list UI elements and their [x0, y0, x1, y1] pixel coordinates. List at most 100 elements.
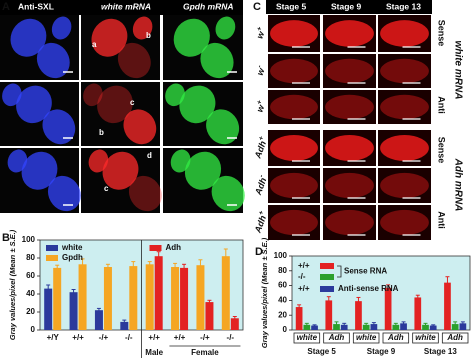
micrograph	[378, 168, 431, 203]
embryo	[380, 20, 429, 47]
bar	[422, 324, 429, 330]
category-box	[412, 332, 439, 344]
bar	[340, 324, 348, 330]
embryo	[270, 135, 318, 161]
legend-swatch	[320, 274, 334, 280]
x-tick-label: +/Y	[47, 333, 60, 342]
bar	[221, 256, 230, 330]
legend-label: white	[61, 243, 83, 252]
bar	[145, 264, 154, 330]
bar	[400, 323, 407, 330]
embryo	[102, 151, 139, 190]
genotype-sup: +	[258, 210, 266, 216]
embryo	[88, 149, 109, 173]
embryo	[42, 109, 76, 145]
annotation: Anti-sense RNA	[338, 284, 399, 293]
bar	[120, 321, 129, 330]
legend-bracket	[337, 265, 342, 278]
probe-label: Anti	[437, 211, 447, 229]
embryo	[117, 42, 151, 79]
bar	[362, 324, 370, 330]
embryo	[83, 83, 103, 107]
genotype-sup: -	[256, 64, 264, 69]
bar	[355, 301, 362, 330]
y-tick-label: 100	[274, 251, 288, 260]
bar	[53, 267, 62, 330]
bar	[325, 300, 333, 330]
y-tick-label: 20	[26, 307, 35, 316]
bar	[459, 323, 467, 330]
bar	[414, 297, 422, 330]
marker-label: c	[130, 98, 135, 107]
embryo	[380, 94, 429, 120]
micrograph	[268, 168, 320, 203]
legend-swatch	[320, 286, 334, 292]
y-tick-label: 60	[26, 271, 35, 280]
header-strip	[266, 0, 432, 14]
x-tick-label: white	[415, 333, 436, 342]
embryo	[200, 42, 234, 79]
column-header: Gpdh mRNA	[183, 1, 234, 11]
column-header: Stage 9	[331, 1, 362, 11]
embryo	[270, 20, 318, 47]
gene-label: white mRNA	[452, 41, 463, 100]
y-tick-label: 100	[22, 235, 36, 244]
row-label: w-	[254, 64, 268, 77]
category-box	[293, 332, 321, 344]
legend-label: Gpdh	[62, 253, 83, 262]
embryo	[380, 172, 429, 199]
x-tick-label: +/+	[148, 333, 160, 342]
embryo	[7, 149, 28, 173]
group-label: Stage 9	[367, 347, 396, 356]
legend-swatch	[320, 263, 334, 269]
embryo	[325, 172, 374, 199]
y-tick-label: 60	[278, 281, 287, 290]
bar	[230, 318, 239, 330]
embryo	[325, 58, 374, 84]
x-tick-label: -/+	[99, 333, 109, 342]
y-tick-label: 40	[278, 296, 287, 305]
gene-label: Adh mRNA	[452, 158, 463, 212]
micrograph	[323, 54, 376, 88]
row-label: w+	[253, 26, 268, 40]
bar	[69, 292, 78, 330]
category-box	[352, 332, 380, 344]
embryo	[91, 18, 128, 57]
bar	[205, 302, 214, 330]
bar	[94, 310, 103, 330]
x-tick-label: -/-	[125, 333, 133, 342]
embryo	[128, 175, 162, 212]
embryo	[325, 94, 374, 120]
embryo	[380, 58, 429, 84]
bar	[392, 324, 400, 330]
group-label: Male	[145, 348, 163, 357]
embryo	[36, 42, 70, 79]
legend-swatch	[46, 255, 58, 261]
bar	[129, 266, 138, 330]
micrograph	[268, 54, 320, 88]
y-tick-label: 20	[278, 310, 287, 319]
group-label: Female	[191, 348, 219, 357]
y-tick-label: 80	[278, 266, 287, 275]
y-axis-label: Gray values/pixel (Mean ± S.E.)	[260, 237, 269, 348]
bar	[451, 324, 459, 330]
marker-label: a	[92, 40, 97, 49]
bar	[295, 307, 303, 330]
bar	[171, 267, 180, 330]
x-tick-label: -/-	[227, 333, 235, 342]
embryo	[47, 175, 81, 212]
column-header: Stage 5	[276, 1, 307, 11]
bar	[44, 288, 53, 330]
x-tick-label: Adh	[387, 333, 404, 342]
panel-label: B	[2, 232, 10, 244]
category-box	[323, 332, 350, 344]
bar	[429, 325, 437, 330]
panel-label: A	[2, 1, 10, 13]
legend-genotype: +/+	[298, 284, 310, 293]
marker-label: c	[104, 184, 109, 193]
panel-label: D	[255, 246, 263, 258]
y-tick-label: 0	[283, 325, 288, 334]
header-strip	[0, 0, 243, 15]
genotype-sup: +	[258, 135, 266, 141]
